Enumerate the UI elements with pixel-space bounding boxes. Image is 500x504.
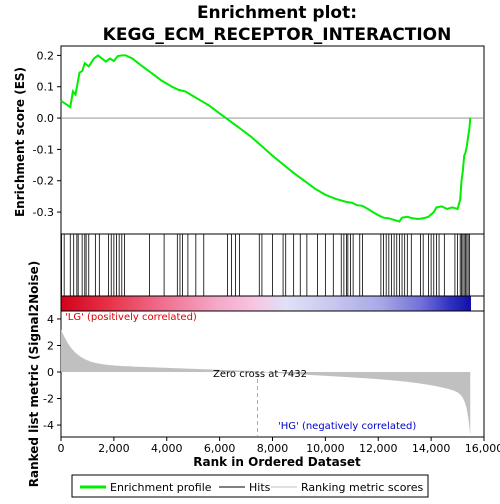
- x-tick-label: 10,000: [306, 442, 345, 455]
- es-panel: 0.2 0.1 0.0 -0.1 -0.2 -0.3 Enrichment score (…: [13, 46, 484, 234]
- es-panel-frame: [61, 46, 484, 234]
- es-y-tick-label: -0.1: [33, 143, 54, 156]
- x-tick-label: 8,000: [257, 442, 289, 455]
- es-y-axis: 0.2 0.1 0.0 -0.1 -0.2 -0.3: [33, 49, 61, 219]
- es-y-tick-label: 0.0: [37, 112, 55, 125]
- es-y-tick-label: -0.2: [33, 175, 54, 188]
- ranking-y-axis: 4 2 0 -2 -4: [43, 313, 61, 432]
- es-y-axis-label: Enrichment score (ES): [13, 67, 27, 217]
- legend-label-enrichment-profile: Enrichment profile: [110, 481, 212, 494]
- pos-correlated-label: 'LG' (positively correlated): [65, 312, 197, 323]
- x-tick-label: 12,000: [359, 442, 398, 455]
- es-y-tick-label: -0.3: [33, 206, 54, 219]
- hits-panel: [61, 234, 484, 296]
- x-tick-label: 4,000: [151, 442, 183, 455]
- ranking-y-axis-label: Ranked list metric (Signal2Noise): [27, 261, 41, 488]
- legend: Enrichment profile Hits Ranking metric s…: [72, 475, 428, 497]
- es-y-tick-label: 0.1: [37, 81, 55, 94]
- ranking-y-tick-label: 2: [47, 339, 54, 352]
- x-tick-label: 14,000: [412, 442, 451, 455]
- rank-heat-bar: [61, 296, 471, 311]
- zero-cross-label: Zero cross at 7432: [213, 369, 307, 380]
- legend-label-ranking-metric: Ranking metric scores: [301, 481, 423, 494]
- x-tick-label: 6,000: [204, 442, 236, 455]
- ranking-y-tick-label: -2: [43, 393, 54, 406]
- x-axis-label: Rank in Ordered Dataset: [193, 455, 361, 469]
- x-tick-label: 16,000: [465, 442, 500, 455]
- chart-title-line2: KEGG_ECM_RECEPTOR_INTERACTION: [103, 25, 452, 45]
- ranking-y-tick-label: 0: [47, 366, 54, 379]
- es-y-tick-label: 0.2: [37, 49, 55, 62]
- x-axis: 0 2,000 4,000 6,000 8,000 10,000 12,000 14,000 1…: [58, 437, 500, 455]
- x-tick-label: 0: [58, 442, 65, 455]
- chart-title-line1: Enrichment plot:: [197, 3, 357, 23]
- ranking-y-tick-label: -4: [43, 419, 54, 432]
- legend-label-hits: Hits: [249, 481, 271, 494]
- ranking-y-tick-label: 4: [47, 313, 54, 326]
- neg-correlated-label: 'HG' (negatively correlated): [278, 421, 416, 432]
- x-tick-label: 2,000: [98, 442, 130, 455]
